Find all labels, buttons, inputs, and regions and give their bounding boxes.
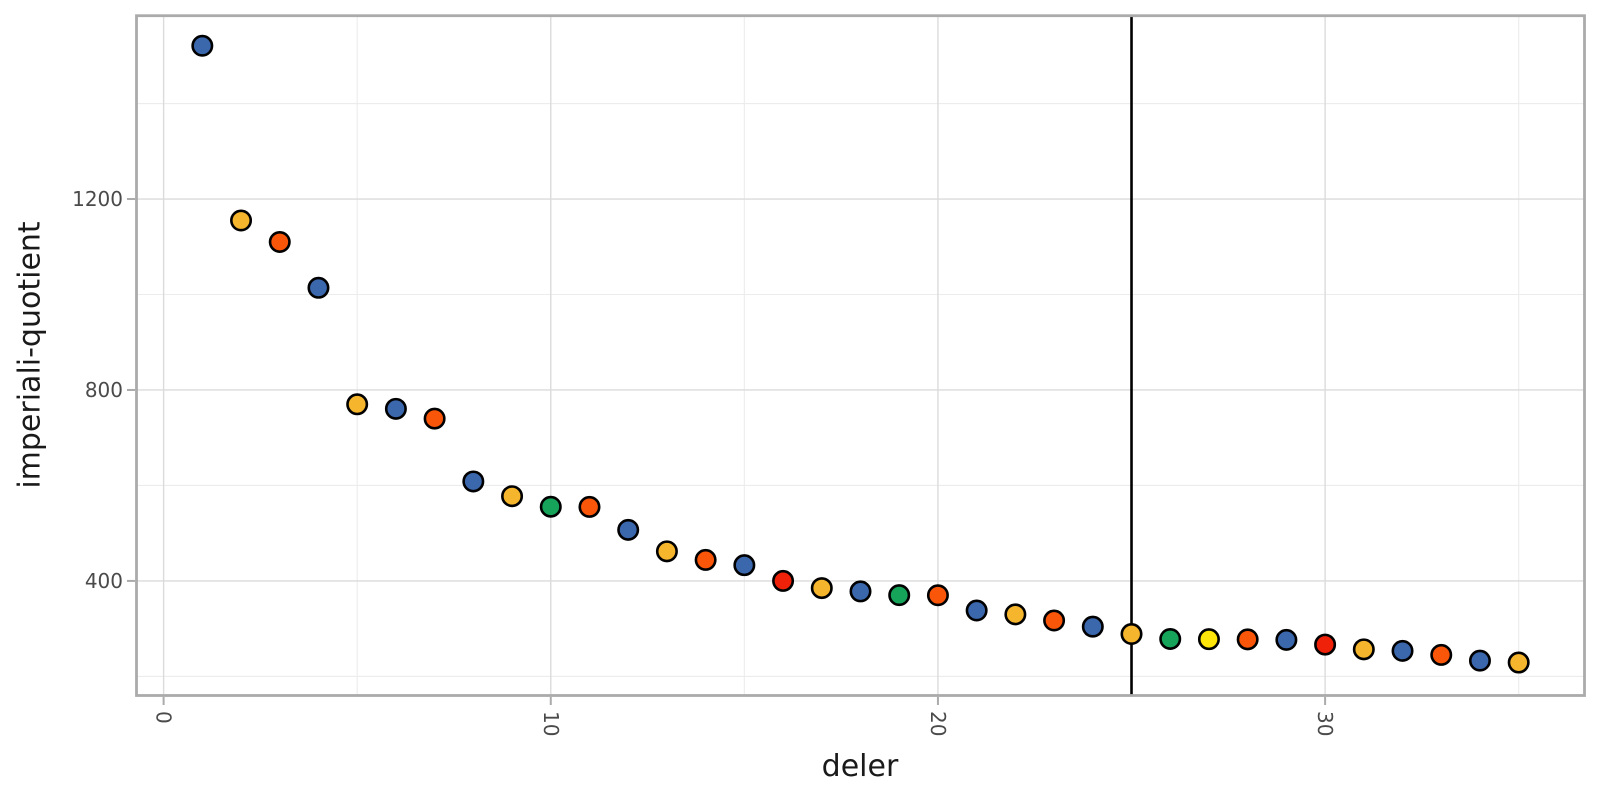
data-point-blue <box>965 599 988 622</box>
data-point-gold <box>655 540 678 563</box>
data-point-blue <box>849 580 872 603</box>
data-point-gold <box>501 485 524 508</box>
x-axis-title: deler <box>822 749 899 784</box>
data-point-blue <box>1275 628 1298 651</box>
data-point-green <box>888 584 911 607</box>
data-point-gold <box>1352 638 1375 661</box>
data-point-blue <box>617 518 640 541</box>
data-point-blue <box>191 34 214 57</box>
y-tick-label: 800 <box>85 378 123 402</box>
data-point-gold <box>1507 651 1530 674</box>
data-point-gold <box>1004 603 1027 626</box>
data-point-blue <box>384 397 407 420</box>
y-axis-title: imperiali-quotient <box>13 221 48 489</box>
data-point-blue <box>1081 615 1104 638</box>
data-point-gold <box>346 393 369 416</box>
data-point-blue <box>462 470 485 493</box>
data-point-orange <box>1236 628 1259 651</box>
data-points <box>191 34 1530 674</box>
data-point-red <box>1314 633 1337 656</box>
data-point-orange <box>423 407 446 430</box>
data-point-green <box>1159 627 1182 650</box>
data-point-blue <box>1468 649 1491 672</box>
data-point-blue <box>1391 639 1414 662</box>
x-tick-label: 30 <box>1313 711 1337 736</box>
y-tick-label: 1200 <box>72 187 123 211</box>
data-point-orange <box>578 495 601 518</box>
y-tick-label: 400 <box>85 569 123 593</box>
data-point-blue <box>733 554 756 577</box>
data-point-orange <box>926 584 949 607</box>
data-point-blue <box>307 276 330 299</box>
data-point-orange <box>1430 643 1453 666</box>
data-point-gold <box>1120 623 1143 646</box>
data-point-gold <box>230 209 253 232</box>
data-point-green <box>539 495 562 518</box>
data-point-yellow <box>1197 628 1220 651</box>
axis-ticks <box>127 198 1327 705</box>
data-point-orange <box>268 230 291 253</box>
data-point-orange <box>694 548 717 571</box>
data-point-gold <box>810 577 833 600</box>
panel-border <box>135 14 1586 697</box>
axis-tick-labels: 0 10 20 30 400 800 1200 <box>72 187 1337 736</box>
data-point-red <box>772 569 795 592</box>
x-tick-label: 0 <box>152 711 176 724</box>
data-point-orange <box>1043 609 1066 632</box>
x-tick-label: 20 <box>926 711 950 736</box>
x-tick-label: 10 <box>539 711 563 736</box>
